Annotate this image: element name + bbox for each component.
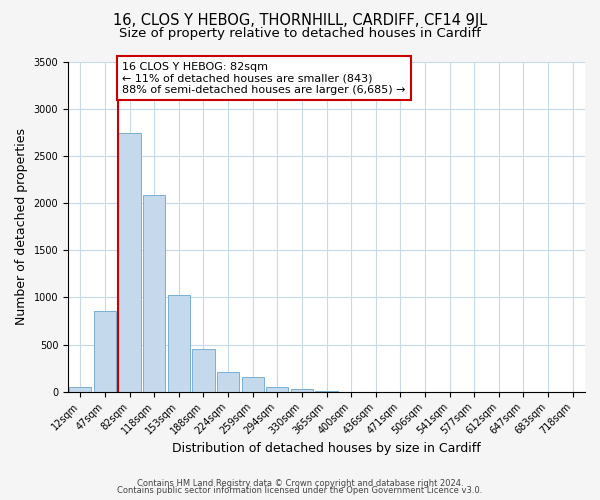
Bar — [94, 310, 116, 392]
Bar — [217, 372, 239, 392]
Text: 16 CLOS Y HEBOG: 82sqm
← 11% of detached houses are smaller (843)
88% of semi-de: 16 CLOS Y HEBOG: 82sqm ← 11% of detached… — [122, 62, 406, 94]
Bar — [143, 196, 165, 392]
Bar — [168, 296, 190, 392]
Text: Contains HM Land Registry data © Crown copyright and database right 2024.: Contains HM Land Registry data © Crown c… — [137, 478, 463, 488]
Bar — [242, 377, 264, 392]
Bar — [193, 350, 215, 392]
Bar — [291, 389, 313, 392]
Bar — [69, 386, 91, 392]
Y-axis label: Number of detached properties: Number of detached properties — [15, 128, 28, 325]
Text: Contains public sector information licensed under the Open Government Licence v3: Contains public sector information licen… — [118, 486, 482, 495]
Bar — [118, 133, 140, 392]
Text: 16, CLOS Y HEBOG, THORNHILL, CARDIFF, CF14 9JL: 16, CLOS Y HEBOG, THORNHILL, CARDIFF, CF… — [113, 12, 487, 28]
Bar — [316, 391, 338, 392]
Bar — [266, 386, 289, 392]
X-axis label: Distribution of detached houses by size in Cardiff: Distribution of detached houses by size … — [172, 442, 481, 455]
Text: Size of property relative to detached houses in Cardiff: Size of property relative to detached ho… — [119, 28, 481, 40]
